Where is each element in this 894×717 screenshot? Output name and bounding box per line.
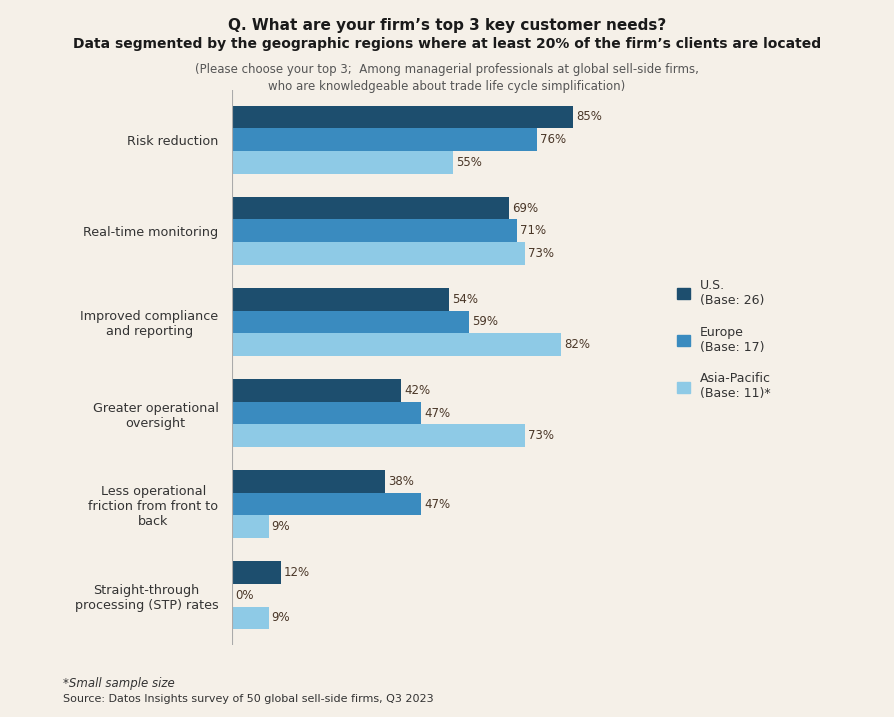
Bar [232,379,401,402]
Text: 12%: 12% [283,566,310,579]
Legend: U.S.
(Base: 26), Europe
(Base: 17), Asia-Pacific
(Base: 11)*: U.S. (Base: 26), Europe (Base: 17), Asia… [672,274,776,405]
Text: 47%: 47% [424,498,451,511]
Text: 47%: 47% [424,407,451,419]
Text: Q. What are your firm’s top 3 key customer needs?: Q. What are your firm’s top 3 key custom… [228,18,666,33]
Bar [232,219,518,242]
Bar [232,402,421,424]
Bar [232,470,384,493]
Text: (Please choose your top 3;  Among managerial professionals at global sell-side f: (Please choose your top 3; Among manager… [195,63,699,93]
Bar [232,196,510,219]
Bar [232,310,469,333]
Bar [232,333,561,356]
Text: 0%: 0% [236,589,254,602]
Bar [232,516,268,538]
Text: 73%: 73% [528,247,554,260]
Bar [232,607,268,630]
Bar [232,288,449,310]
Bar [232,561,281,584]
Bar [232,128,537,151]
Text: 69%: 69% [512,201,538,214]
Text: 59%: 59% [472,315,498,328]
Text: Source: Datos Insights survey of 50 global sell-side firms, Q3 2023: Source: Datos Insights survey of 50 glob… [63,694,434,704]
Text: 71%: 71% [520,224,546,237]
Text: 82%: 82% [564,338,591,351]
Text: 42%: 42% [404,384,430,397]
Text: 85%: 85% [577,110,603,123]
Text: 55%: 55% [456,156,482,169]
Bar [232,105,573,128]
Bar [232,424,525,447]
Text: 54%: 54% [452,293,478,305]
Text: Data segmented by the geographic regions where at least 20% of the firm’s client: Data segmented by the geographic regions… [73,37,821,52]
Text: 9%: 9% [272,521,291,533]
Text: 73%: 73% [528,429,554,442]
Text: 9%: 9% [272,612,291,625]
Text: 76%: 76% [541,133,567,146]
Bar [232,493,421,516]
Bar [232,151,453,174]
Text: *Small sample size: *Small sample size [63,677,174,690]
Text: 38%: 38% [388,475,414,488]
Bar [232,242,525,265]
